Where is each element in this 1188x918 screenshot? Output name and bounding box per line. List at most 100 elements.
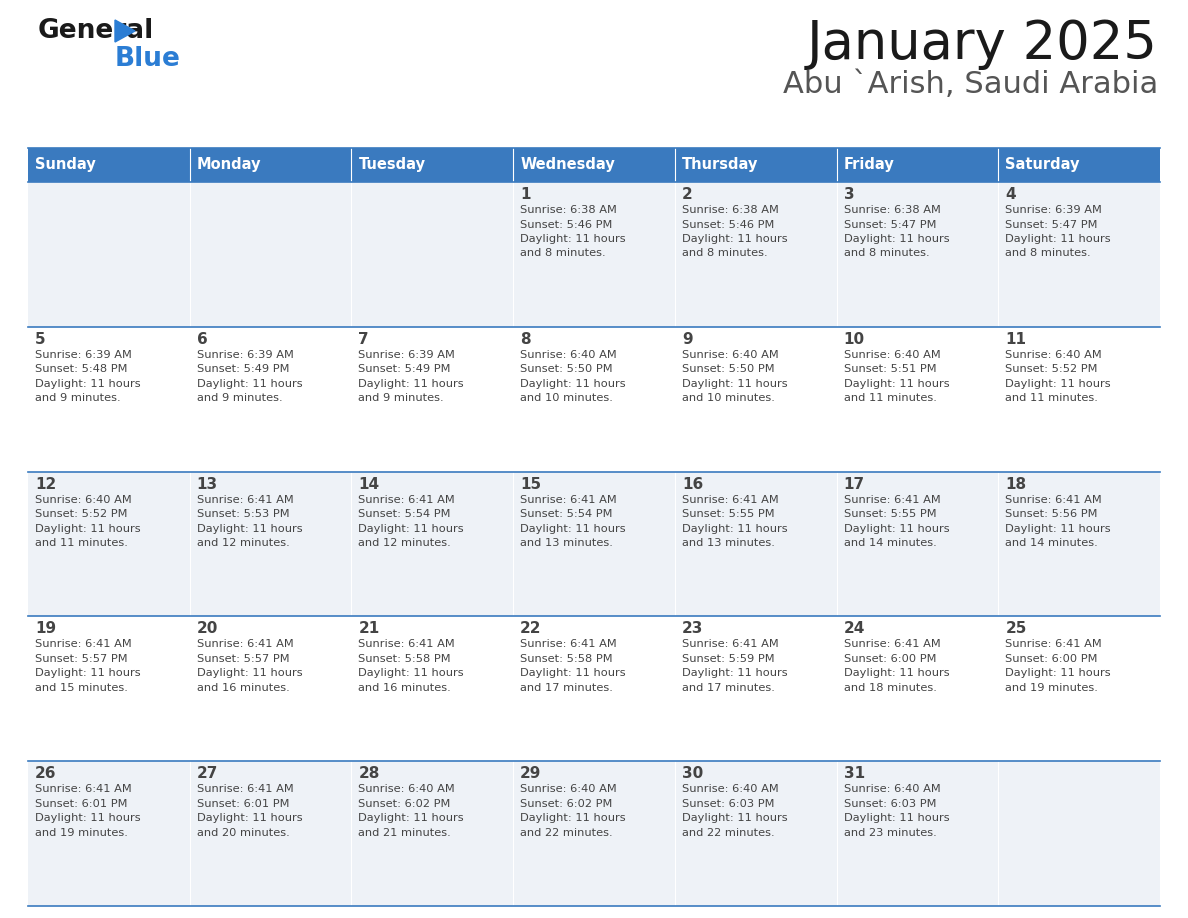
Text: 26: 26	[34, 767, 57, 781]
Text: Sunset: 5:47 PM: Sunset: 5:47 PM	[843, 219, 936, 230]
Bar	[190, 148, 352, 182]
Text: Sunrise: 6:40 AM: Sunrise: 6:40 AM	[1005, 350, 1102, 360]
Text: Sunrise: 6:41 AM: Sunrise: 6:41 AM	[34, 784, 132, 794]
Text: Sunrise: 6:41 AM: Sunrise: 6:41 AM	[843, 640, 941, 649]
Text: Daylight: 11 hours: Daylight: 11 hours	[359, 379, 465, 389]
Text: and 9 minutes.: and 9 minutes.	[197, 393, 283, 403]
Text: Daylight: 11 hours: Daylight: 11 hours	[34, 379, 140, 389]
Text: 29: 29	[520, 767, 542, 781]
Text: Daylight: 11 hours: Daylight: 11 hours	[34, 813, 140, 823]
Text: and 17 minutes.: and 17 minutes.	[520, 683, 613, 693]
Text: Sunrise: 6:40 AM: Sunrise: 6:40 AM	[843, 784, 941, 794]
Text: Sunset: 5:49 PM: Sunset: 5:49 PM	[359, 364, 451, 375]
Text: and 8 minutes.: and 8 minutes.	[682, 249, 767, 259]
Text: and 22 minutes.: and 22 minutes.	[682, 828, 775, 838]
Text: and 8 minutes.: and 8 minutes.	[1005, 249, 1091, 259]
Text: Sunset: 5:51 PM: Sunset: 5:51 PM	[843, 364, 936, 375]
Text: Sunset: 5:52 PM: Sunset: 5:52 PM	[1005, 364, 1098, 375]
Text: Tuesday: Tuesday	[359, 158, 425, 173]
Text: Sunrise: 6:40 AM: Sunrise: 6:40 AM	[34, 495, 132, 505]
Text: Sunset: 6:00 PM: Sunset: 6:00 PM	[1005, 654, 1098, 664]
Text: Monday: Monday	[197, 158, 261, 173]
Text: and 8 minutes.: and 8 minutes.	[843, 249, 929, 259]
Text: Sunset: 5:54 PM: Sunset: 5:54 PM	[359, 509, 451, 519]
Text: Sunrise: 6:40 AM: Sunrise: 6:40 AM	[520, 350, 617, 360]
Bar	[29, 616, 1159, 761]
Text: 22: 22	[520, 621, 542, 636]
Text: and 16 minutes.: and 16 minutes.	[197, 683, 290, 693]
Text: 5: 5	[34, 331, 45, 347]
Text: Sunrise: 6:41 AM: Sunrise: 6:41 AM	[520, 640, 617, 649]
Text: Daylight: 11 hours: Daylight: 11 hours	[197, 813, 302, 823]
Text: Wednesday: Wednesday	[520, 158, 615, 173]
Bar	[352, 148, 513, 182]
Text: and 22 minutes.: and 22 minutes.	[520, 828, 613, 838]
Text: 9: 9	[682, 331, 693, 347]
Text: Daylight: 11 hours: Daylight: 11 hours	[359, 523, 465, 533]
Text: Daylight: 11 hours: Daylight: 11 hours	[197, 523, 302, 533]
Text: Sunset: 5:49 PM: Sunset: 5:49 PM	[197, 364, 289, 375]
Text: 18: 18	[1005, 476, 1026, 492]
Polygon shape	[115, 20, 135, 42]
Text: January 2025: January 2025	[807, 18, 1158, 70]
Text: 31: 31	[843, 767, 865, 781]
Text: Sunset: 6:02 PM: Sunset: 6:02 PM	[359, 799, 450, 809]
Text: and 21 minutes.: and 21 minutes.	[359, 828, 451, 838]
Text: Sunrise: 6:41 AM: Sunrise: 6:41 AM	[359, 495, 455, 505]
Text: and 11 minutes.: and 11 minutes.	[843, 393, 936, 403]
Text: and 10 minutes.: and 10 minutes.	[520, 393, 613, 403]
Text: Sunset: 5:57 PM: Sunset: 5:57 PM	[197, 654, 290, 664]
Text: 30: 30	[682, 767, 703, 781]
Text: Sunrise: 6:38 AM: Sunrise: 6:38 AM	[682, 205, 778, 215]
Text: Sunrise: 6:41 AM: Sunrise: 6:41 AM	[1005, 640, 1102, 649]
Text: Daylight: 11 hours: Daylight: 11 hours	[682, 523, 788, 533]
Bar	[29, 472, 1159, 616]
Text: Sunrise: 6:41 AM: Sunrise: 6:41 AM	[843, 495, 941, 505]
Text: 8: 8	[520, 331, 531, 347]
Text: 15: 15	[520, 476, 542, 492]
Text: Daylight: 11 hours: Daylight: 11 hours	[520, 668, 626, 678]
Text: and 23 minutes.: and 23 minutes.	[843, 828, 936, 838]
Text: Sunset: 6:02 PM: Sunset: 6:02 PM	[520, 799, 613, 809]
Text: 1: 1	[520, 187, 531, 202]
Text: Sunset: 5:46 PM: Sunset: 5:46 PM	[682, 219, 775, 230]
Bar	[29, 327, 1159, 472]
Text: and 18 minutes.: and 18 minutes.	[843, 683, 936, 693]
Text: Sunrise: 6:38 AM: Sunrise: 6:38 AM	[520, 205, 617, 215]
Text: Daylight: 11 hours: Daylight: 11 hours	[682, 234, 788, 244]
Text: Daylight: 11 hours: Daylight: 11 hours	[843, 813, 949, 823]
Text: Sunset: 5:58 PM: Sunset: 5:58 PM	[359, 654, 451, 664]
Text: Sunrise: 6:40 AM: Sunrise: 6:40 AM	[682, 784, 778, 794]
Text: Sunrise: 6:41 AM: Sunrise: 6:41 AM	[1005, 495, 1102, 505]
Text: 23: 23	[682, 621, 703, 636]
Text: Sunrise: 6:41 AM: Sunrise: 6:41 AM	[34, 640, 132, 649]
Text: and 8 minutes.: and 8 minutes.	[520, 249, 606, 259]
Text: 14: 14	[359, 476, 379, 492]
Text: Abu `Arish, Saudi Arabia: Abu `Arish, Saudi Arabia	[783, 70, 1158, 99]
Text: Sunrise: 6:41 AM: Sunrise: 6:41 AM	[682, 640, 778, 649]
Text: Sunset: 5:50 PM: Sunset: 5:50 PM	[520, 364, 613, 375]
Text: Sunrise: 6:38 AM: Sunrise: 6:38 AM	[843, 205, 941, 215]
Text: Daylight: 11 hours: Daylight: 11 hours	[34, 523, 140, 533]
Text: Sunset: 5:58 PM: Sunset: 5:58 PM	[520, 654, 613, 664]
Text: 2: 2	[682, 187, 693, 202]
Text: Saturday: Saturday	[1005, 158, 1080, 173]
Text: Daylight: 11 hours: Daylight: 11 hours	[843, 379, 949, 389]
Text: Daylight: 11 hours: Daylight: 11 hours	[1005, 668, 1111, 678]
Text: Blue: Blue	[115, 46, 181, 72]
Text: and 14 minutes.: and 14 minutes.	[843, 538, 936, 548]
Text: 20: 20	[197, 621, 219, 636]
Text: and 13 minutes.: and 13 minutes.	[682, 538, 775, 548]
Text: Daylight: 11 hours: Daylight: 11 hours	[843, 234, 949, 244]
Text: and 12 minutes.: and 12 minutes.	[197, 538, 290, 548]
Text: Sunset: 5:57 PM: Sunset: 5:57 PM	[34, 654, 127, 664]
Text: and 11 minutes.: and 11 minutes.	[1005, 393, 1098, 403]
Bar	[29, 182, 1159, 327]
Text: 16: 16	[682, 476, 703, 492]
Text: Sunrise: 6:39 AM: Sunrise: 6:39 AM	[34, 350, 132, 360]
Bar	[998, 148, 1159, 182]
Text: Sunset: 6:01 PM: Sunset: 6:01 PM	[197, 799, 289, 809]
Text: General: General	[38, 18, 154, 44]
Text: and 17 minutes.: and 17 minutes.	[682, 683, 775, 693]
Text: 13: 13	[197, 476, 217, 492]
